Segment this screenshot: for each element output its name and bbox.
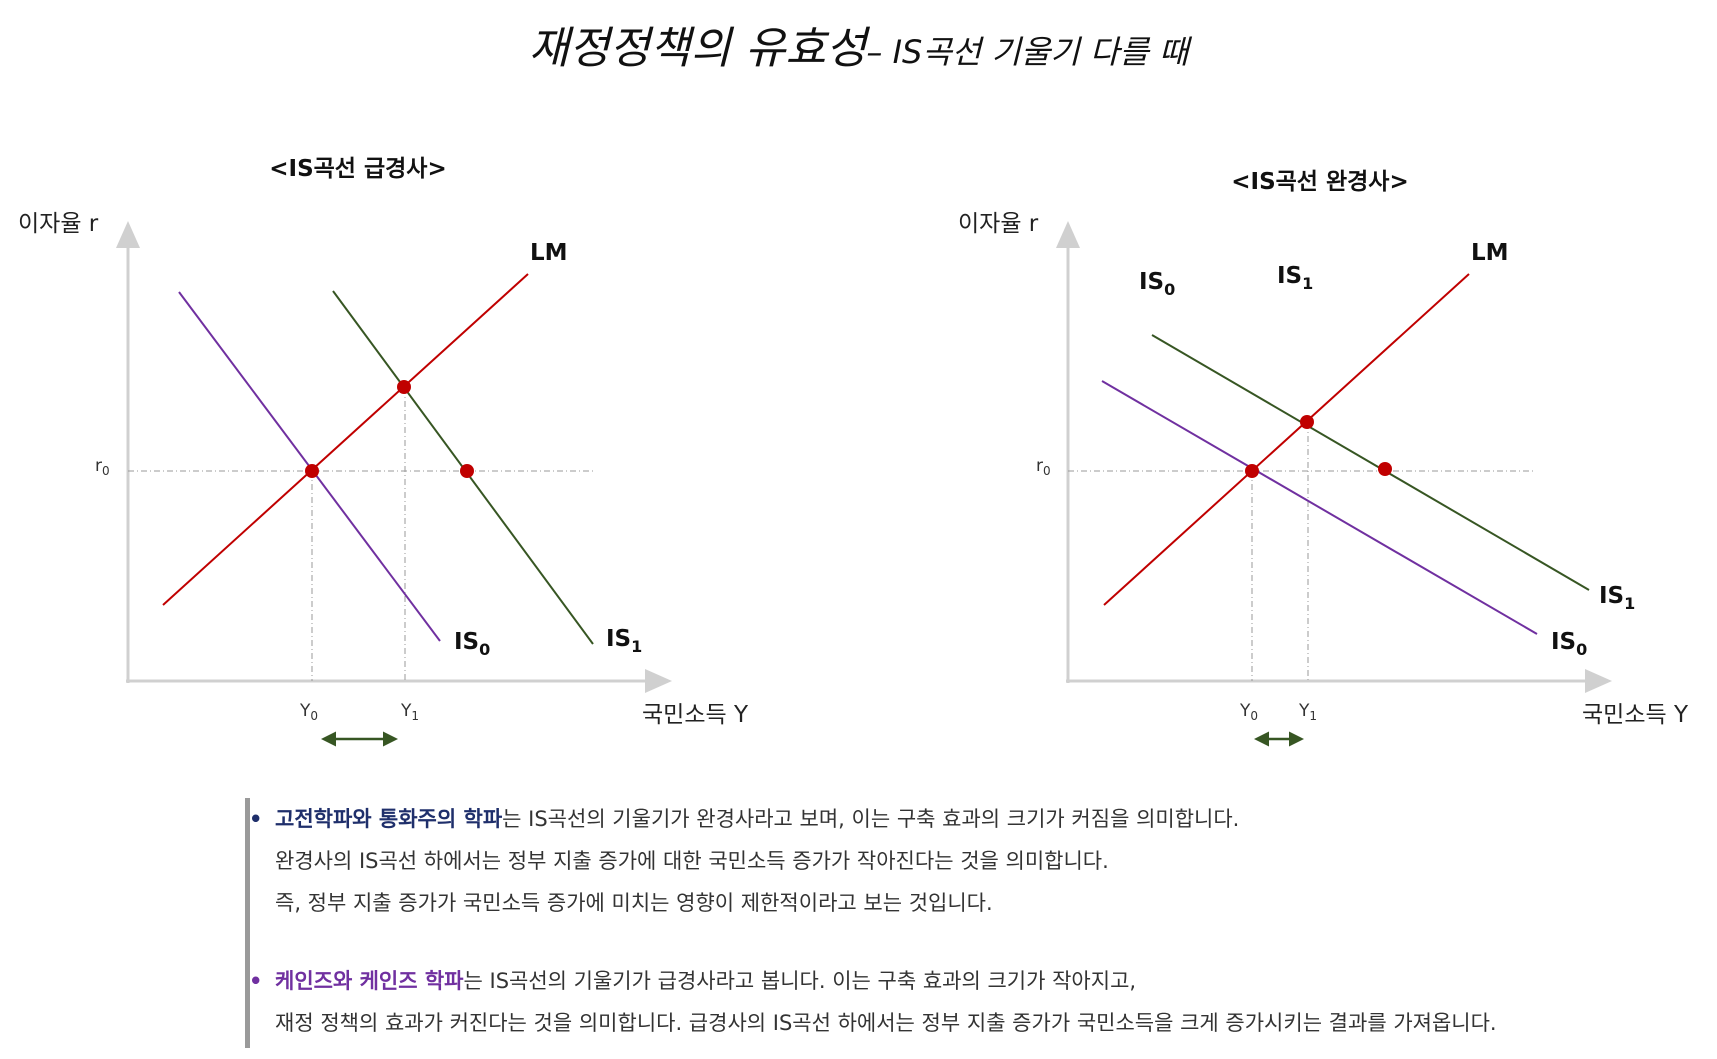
is1-top-label: IS1 xyxy=(1277,263,1313,293)
x-axis-label: 국민소득 Y xyxy=(1582,702,1689,728)
y0-label: Y0 xyxy=(299,701,318,723)
lm-label: LM xyxy=(1471,240,1509,266)
diagram-heading: <IS곡선 완경사> xyxy=(1231,169,1408,195)
is0-curve xyxy=(1101,380,1538,635)
equilibrium-point-e0 xyxy=(305,464,319,478)
bullet: • xyxy=(249,807,263,831)
note-highlight: 케인즈와 케인즈 학파 xyxy=(275,969,464,993)
title-sub: – IS곡선 기울기 다를 때 xyxy=(866,33,1189,71)
lm-label: LM xyxy=(530,240,568,266)
y1-label: Y1 xyxy=(1298,701,1317,723)
is0-top-label: IS0 xyxy=(1139,269,1175,299)
is1-label: IS1 xyxy=(606,626,642,656)
is1-label: IS1 xyxy=(1599,583,1635,613)
bullet: • xyxy=(249,969,263,993)
lm-curve xyxy=(162,273,529,606)
note-text: 는 IS곡선의 기울기가 급경사라고 봅니다. 이는 구축 효과의 크기가 작아… xyxy=(463,969,1137,993)
y1-label: Y1 xyxy=(400,701,419,723)
note-text: 는 IS곡선의 기울기가 완경사라고 보며, 이는 구축 효과의 크기가 커짐을… xyxy=(502,807,1240,831)
y0-label: Y0 xyxy=(1239,701,1258,723)
equilibrium-point-e0 xyxy=(1245,464,1259,478)
is0-label: IS0 xyxy=(1551,629,1587,659)
y-axis-label: 이자율 r xyxy=(18,211,99,237)
shift-point xyxy=(460,464,474,478)
note-line: 케인즈와 케인즈 학파는 IS곡선의 기울기가 급경사라고 봅니다. 이는 구축… xyxy=(275,960,1497,1002)
note-line: 고전학파와 통화주의 학파는 IS곡선의 기울기가 완경사라고 보며, 이는 구… xyxy=(275,798,1239,840)
equilibrium-point-e1 xyxy=(1300,415,1314,429)
shift-point xyxy=(1378,462,1392,476)
equilibrium-point-e1 xyxy=(397,380,411,394)
diagram-steep: <IS곡선 급경사> 이자율 r 국민소득 Y LM IS0 IS1 r0 Y0… xyxy=(18,156,749,747)
note-line: 재정 정책의 효과가 커진다는 것을 의미합니다. 급경사의 IS곡선 하에서는… xyxy=(275,1011,1497,1035)
is0-label: IS0 xyxy=(454,629,490,659)
note-line: 완경사의 IS곡선 하에서는 정부 지출 증가에 대한 국민소득 증가가 작아진… xyxy=(275,849,1109,873)
note-line: 즉, 정부 지출 증가가 국민소득 증가에 미치는 영향이 제한적이라고 보는 … xyxy=(275,891,993,915)
note-classical: • 고전학파와 통화주의 학파는 IS곡선의 기울기가 완경사라고 보며, 이는… xyxy=(249,798,1239,924)
title-main: 재정정책의 유효성 xyxy=(528,23,867,74)
notes-divider xyxy=(245,798,250,1048)
r0-label: r0 xyxy=(1036,456,1051,478)
is1-curve xyxy=(1151,334,1590,591)
y-axis-label: 이자율 r xyxy=(958,211,1039,237)
diagram-flat: <IS곡선 완경사> 이자율 r 국민소득 Y LM IS0 IS1 IS1 I… xyxy=(958,169,1689,747)
note-keynesian: • 케인즈와 케인즈 학파는 IS곡선의 기울기가 급경사라고 봅니다. 이는 … xyxy=(249,960,1497,1044)
lm-curve xyxy=(1103,273,1470,606)
r0-label: r0 xyxy=(95,456,110,478)
page-title: 재정정책의 유효성– IS곡선 기울기 다를 때 xyxy=(0,12,1717,76)
x-axis-label: 국민소득 Y xyxy=(642,702,749,728)
diagram-heading: <IS곡선 급경사> xyxy=(269,156,446,182)
islm-diagrams: <IS곡선 급경사> 이자율 r 국민소득 Y LM IS0 IS1 r0 Y0… xyxy=(18,156,1689,747)
note-highlight: 고전학파와 통화주의 학파 xyxy=(275,807,503,831)
